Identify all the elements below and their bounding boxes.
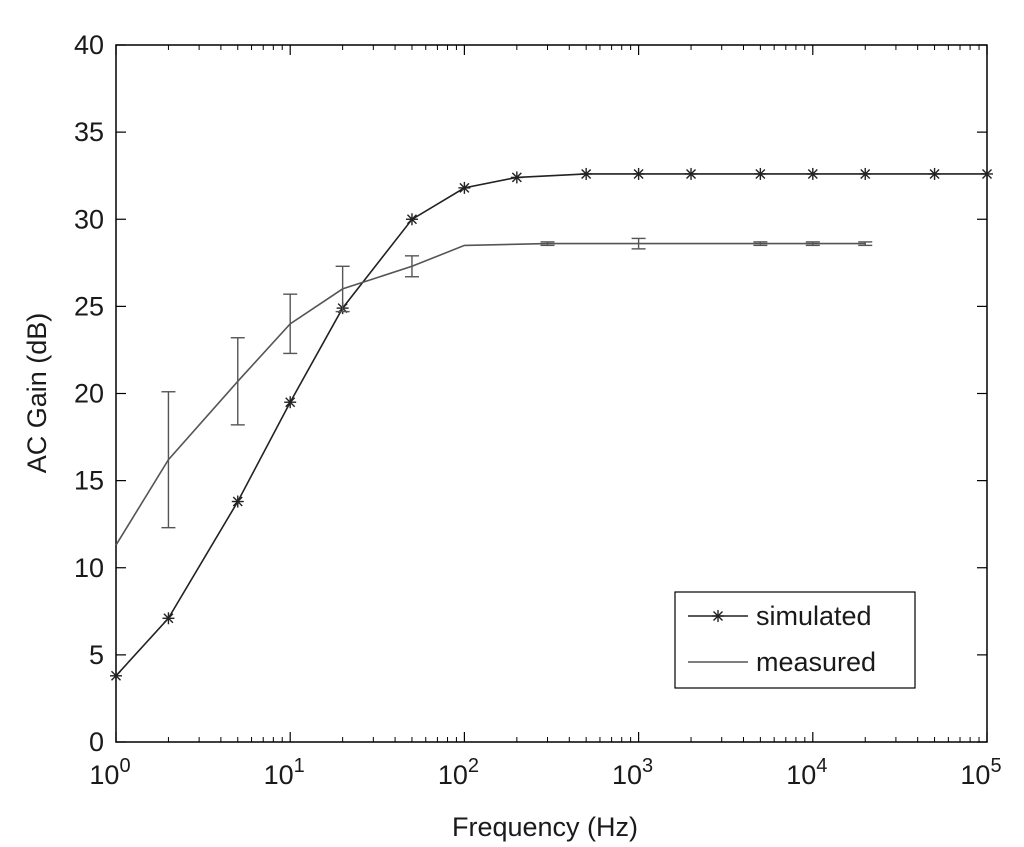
y-tick-label: 5 (89, 640, 104, 670)
data-point-simulated (162, 612, 175, 625)
y-tick-label: 30 (74, 204, 104, 234)
data-point-simulated (405, 213, 418, 226)
legend-label-simulated: simulated (756, 601, 872, 631)
y-tick-label: 40 (74, 30, 104, 60)
error-bar-measured (335, 265, 350, 313)
data-point-simulated (754, 167, 767, 180)
data-point-simulated (458, 181, 471, 194)
error-bar-measured (230, 337, 245, 426)
y-tick-label: 25 (74, 291, 104, 321)
x-tick-label: 103 (612, 755, 653, 790)
series-line-measured (115, 242, 866, 546)
legend-item-simulated: simulated (688, 601, 872, 631)
error-bar-measured (805, 241, 820, 247)
legend: simulated measured (674, 591, 916, 689)
minor-ticks (167, 45, 980, 742)
y-tick-label: 0 (89, 727, 104, 757)
y-tick-label: 15 (74, 466, 104, 496)
x-axis-label: Frequency (Hz) (452, 812, 638, 842)
data-point-simulated (859, 167, 872, 180)
series-layer (110, 167, 993, 682)
series-line-simulated (115, 173, 987, 677)
data-point-simulated (284, 396, 297, 409)
data-point-simulated (981, 167, 993, 180)
data-point-simulated (510, 171, 523, 184)
x-tick-label: 102 (438, 755, 479, 790)
x-axis-ticks: 100 101 102 103 104 105 (89, 45, 1002, 790)
error-bar-measured (858, 241, 873, 247)
x-tick-label: 104 (786, 755, 827, 790)
data-point-simulated (806, 167, 819, 180)
error-bar-measured (631, 237, 646, 250)
legend-item-measured: measured (688, 647, 876, 677)
data-point-simulated (231, 495, 244, 508)
x-tick-label: 100 (89, 755, 130, 790)
error-bar-measured (283, 293, 298, 355)
x-tick-label: 101 (264, 755, 305, 790)
legend-marker-simulated (712, 610, 724, 622)
data-point-simulated (110, 669, 122, 682)
y-axis-label: AC Gain (dB) (22, 313, 52, 474)
y-tick-label: 20 (74, 379, 104, 409)
data-point-simulated (580, 167, 593, 180)
error-bar-measured (753, 241, 768, 247)
data-point-simulated (632, 167, 645, 180)
y-tick-label: 10 (74, 553, 104, 583)
error-bar-measured (540, 241, 555, 247)
y-tick-label: 35 (74, 117, 104, 147)
data-point-simulated (685, 167, 698, 180)
error-bar-measured (161, 391, 176, 529)
legend-box (674, 591, 916, 689)
data-point-simulated (928, 167, 941, 180)
error-bar-measured (404, 255, 419, 278)
x-tick-label: 105 (960, 755, 1001, 790)
y-axis-ticks: 0 5 10 15 20 25 30 35 40 (74, 30, 987, 757)
legend-label-measured: measured (756, 647, 876, 677)
